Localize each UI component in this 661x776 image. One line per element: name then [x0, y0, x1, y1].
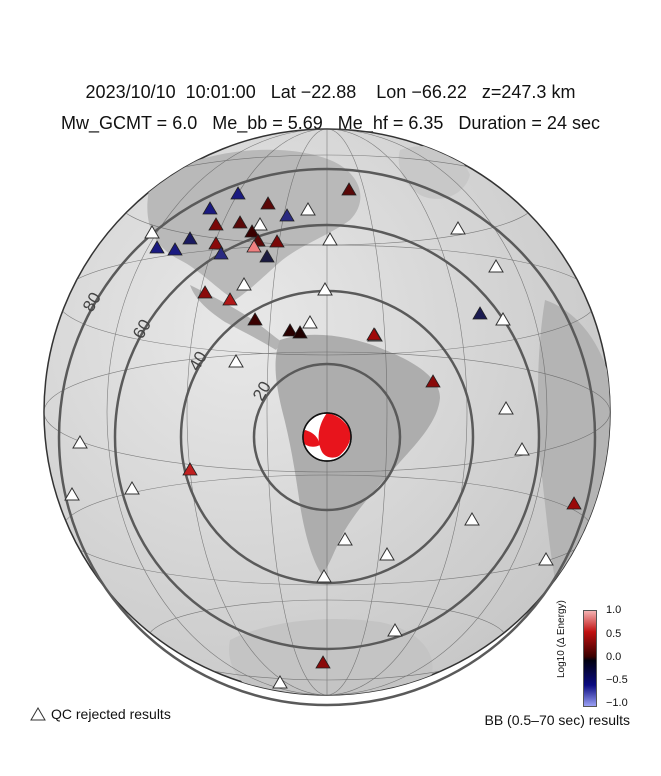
- station-marker: [282, 323, 298, 337]
- station-marker: [182, 231, 198, 245]
- station-marker: [425, 374, 441, 388]
- station-marker: [213, 246, 229, 260]
- station-marker: [566, 496, 582, 510]
- station-marker: [182, 462, 198, 476]
- colorbar-label: Log10 (Δ Energy): [556, 600, 567, 678]
- station-marker: [259, 249, 275, 263]
- station-marker: [246, 239, 262, 253]
- station-marker: [197, 285, 213, 299]
- station-marker: [202, 201, 218, 215]
- station-marker: [230, 186, 246, 200]
- bb-result-stations: [149, 182, 582, 669]
- colorbar-tick: 0.0: [606, 651, 622, 663]
- station-marker: [247, 312, 263, 326]
- qc-legend-label: QC rejected results: [51, 706, 171, 722]
- station-marker: [472, 306, 488, 320]
- focal-mechanism-beachball: [302, 412, 352, 462]
- station-marker: [244, 224, 260, 238]
- bb-legend-label: BB (0.5–70 sec) results: [484, 712, 630, 728]
- distance-rings: [57, 167, 597, 707]
- qc-legend: QC rejected results: [30, 706, 171, 722]
- colorbar-tick: 0.5: [606, 628, 622, 640]
- station-marker: [315, 655, 331, 669]
- station-marker: [167, 242, 183, 256]
- station-marker: [279, 208, 295, 222]
- north-america-landmass: [147, 149, 361, 300]
- south-america-landmass: [275, 334, 440, 575]
- africa-landmass: [537, 300, 610, 580]
- station-marker: [269, 234, 285, 248]
- colorbar-tick: −0.5: [606, 674, 628, 686]
- station-marker: [208, 236, 224, 250]
- station-marker: [366, 327, 382, 341]
- station-marker: [341, 182, 357, 196]
- energy-colorbar: [583, 610, 597, 707]
- station-marker: [149, 240, 165, 254]
- colorbar-tick: 1.0: [606, 604, 622, 616]
- station-marker: [232, 215, 248, 229]
- central-america-landmass: [190, 285, 282, 350]
- station-marker: [260, 196, 276, 210]
- open-triangle-icon: [30, 707, 46, 721]
- station-marker: [292, 325, 308, 339]
- station-marker: [222, 292, 238, 306]
- event-header-line1: 2023/10/10 10:01:00 Lat −22.88 Lon −66.2…: [85, 82, 576, 102]
- station-marker: [208, 217, 224, 231]
- colorbar-tick: −1.0: [606, 697, 628, 709]
- event-header-line2: Mw_GCMT = 6.0 Me_bb = 5.69 Me_hf = 6.35 …: [61, 113, 600, 133]
